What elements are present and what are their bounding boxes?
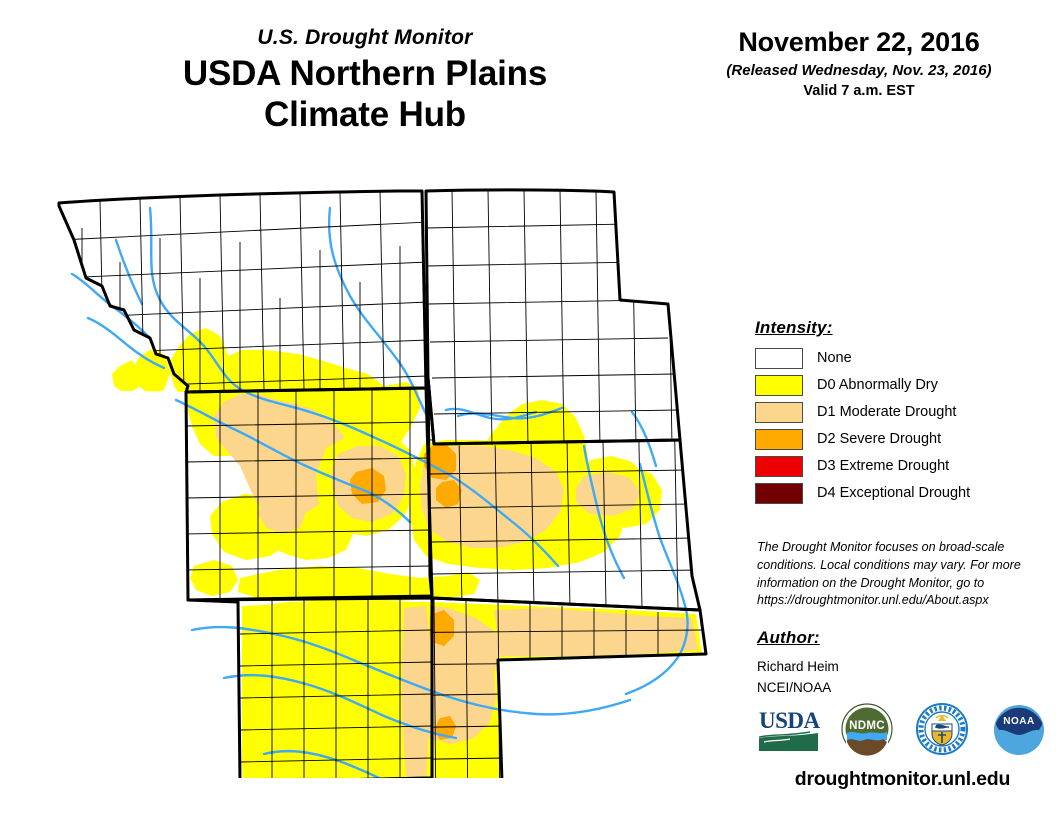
legend-label-d0: D0 Abnormally Dry: [817, 377, 938, 394]
page-title: USDA Northern Plains Climate Hub: [60, 53, 670, 136]
state-nebraska: [359, 596, 708, 778]
legend-item-d0[interactable]: D0 Abnormally Dry: [755, 372, 1045, 399]
drought-area-d0: [238, 566, 480, 602]
legend-label-none: None: [817, 350, 852, 367]
release-date: (Released Wednesday, Nov. 23, 2016): [726, 61, 992, 79]
state-boundary-layer: [57, 188, 708, 778]
legend-item-d3[interactable]: D3 Extreme Drought: [755, 453, 1045, 480]
unl-seal-logo[interactable]: [914, 701, 970, 762]
map-date: November 22, 2016: [738, 27, 980, 57]
noaa-logo[interactable]: NOAA: [990, 701, 1048, 762]
legend-swatch-d2: [755, 429, 803, 450]
disclaimer-line-1: The Drought Monitor focuses on broad-sca…: [757, 540, 1005, 554]
disclaimer-line-2: conditions. Local conditions may vary. F…: [757, 557, 1021, 572]
legend-item-d2[interactable]: D2 Severe Drought: [755, 426, 1045, 453]
drought-area-d1: [420, 446, 564, 548]
state-montana: [57, 189, 428, 394]
legend-item-none[interactable]: None: [755, 345, 1045, 372]
legend-swatch-d1: [755, 402, 803, 423]
legend-item-d1[interactable]: D1 Moderate Drought: [755, 399, 1045, 426]
svg-text:NDMC: NDMC: [849, 720, 885, 732]
author-title: Author:: [757, 628, 820, 647]
author-name: Richard Heim: [757, 659, 839, 674]
page-title-line-2: Climate Hub: [264, 95, 466, 135]
header-right: November 22, 2016 (Released Wednesday, N…: [678, 27, 1040, 100]
legend-item-d4[interactable]: D4 Exceptional Drought: [755, 480, 1045, 507]
state-colorado: [186, 596, 434, 778]
legend-label-d3: D3 Extreme Drought: [817, 458, 950, 475]
legend-label-d2: D2 Severe Drought: [817, 431, 942, 448]
legend-label-d1: D1 Moderate Drought: [817, 404, 957, 421]
author-organization: NCEI/NOAA: [757, 680, 832, 696]
svg-text:USDA: USDA: [759, 708, 820, 733]
legend-swatch-none: [755, 348, 803, 369]
legend-label-d4: D4 Exceptional Drought: [817, 485, 971, 502]
legend-swatch-d0: [755, 375, 803, 396]
state-north-dakota: [424, 188, 682, 446]
drought-area-d0: [112, 360, 140, 394]
valid-time: Valid 7 a.m. EST: [803, 83, 915, 100]
drought-area-d1: [576, 472, 640, 516]
disclaimer-about-link[interactable]: https://droughtmonitor.unl.edu/About.asp…: [757, 593, 989, 608]
ndmc-logo[interactable]: NDMC: [840, 702, 894, 761]
state-south-dakota: [426, 376, 702, 612]
drought-area-d1: [494, 608, 698, 656]
drought-area-d2: [436, 480, 462, 508]
disclaimer-text: The Drought Monitor focuses on broad-sca…: [757, 539, 1025, 610]
header-left: U.S. Drought Monitor USDA Northern Plain…: [60, 26, 670, 136]
drought-area-d1: [402, 606, 430, 778]
site-url[interactable]: droughtmonitor.unl.edu: [794, 768, 1011, 790]
legend-swatch-d4: [755, 483, 803, 504]
legend-swatch-d3: [755, 456, 803, 477]
logo-strip: USDA NDMC: [758, 700, 1048, 762]
drought-area-d1: [258, 492, 306, 534]
drought-area-d2: [424, 444, 456, 480]
drought-monitor-eyebrow: U.S. Drought Monitor: [257, 26, 473, 49]
author-block: Author: Richard Heim NCEI/NOAA: [757, 628, 1025, 697]
usda-logo[interactable]: USDA: [758, 704, 821, 759]
legend-title: Intensity:: [755, 318, 833, 337]
disclaimer-line-3: information on the Drought Monitor, go t…: [757, 575, 985, 590]
svg-text:NOAA: NOAA: [1003, 716, 1034, 727]
drought-area-d0: [132, 348, 170, 394]
drought-map[interactable]: [28, 178, 728, 778]
page-title-line-1: USDA Northern Plains: [182, 54, 548, 94]
legend: Intensity: None D0 Abnormally Dry D1 Mod…: [755, 318, 1045, 507]
